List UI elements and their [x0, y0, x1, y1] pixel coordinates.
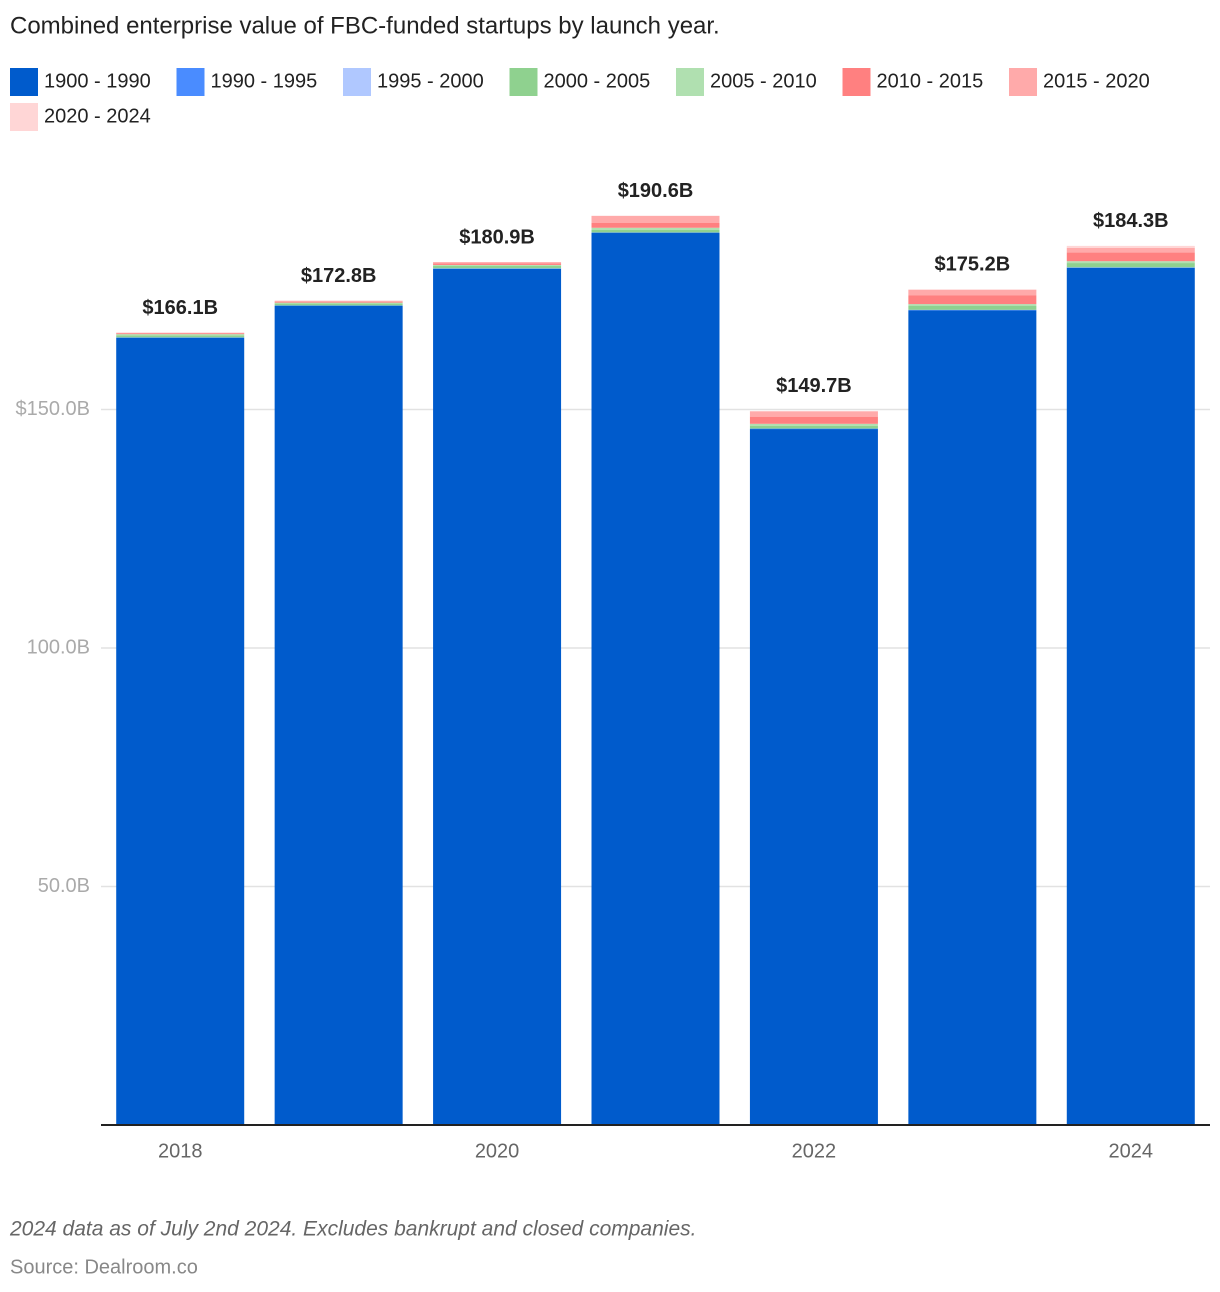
- legend-swatch: [1009, 68, 1037, 96]
- bar-segment: [591, 229, 720, 233]
- bar-segment: [274, 301, 403, 303]
- bar-segment: [116, 335, 245, 338]
- x-tick-label: 2024: [1109, 1140, 1154, 1162]
- chart-title: Combined enterprise value of FBC-funded …: [10, 12, 720, 39]
- bar-segment: [274, 303, 403, 306]
- legend-label: 1900 - 1990: [44, 70, 151, 92]
- legend-label: 2015 - 2020: [1043, 70, 1150, 92]
- bar-segment: [116, 333, 245, 335]
- total-label: $175.2B: [935, 254, 1011, 276]
- bar-segment: [274, 305, 403, 1126]
- bar-segment: [591, 215, 720, 223]
- y-tick-label: $150.0B: [15, 398, 90, 420]
- bar-segment: [591, 222, 720, 228]
- bar-segment: [908, 289, 1037, 296]
- y-tick-label: 50.0B: [38, 875, 90, 897]
- bar-segment: [749, 423, 878, 426]
- bar-segment: [908, 304, 1037, 306]
- bar-segment: [274, 300, 403, 302]
- total-label: $149.7B: [776, 375, 852, 397]
- bar-segment: [908, 310, 1037, 1125]
- legend-swatch: [676, 68, 704, 96]
- total-label: $190.6B: [618, 180, 694, 202]
- bar-segment: [591, 227, 720, 230]
- bar-segment: [116, 337, 245, 1125]
- legend-label: 1990 - 1995: [211, 70, 318, 92]
- bar-segment: [908, 295, 1037, 305]
- bar-segment: [116, 334, 245, 336]
- bar-segment: [433, 262, 562, 264]
- x-tick-label: 2022: [792, 1140, 837, 1162]
- x-tick-label: 2018: [158, 1140, 203, 1162]
- legend-swatch: [176, 68, 205, 96]
- legend-swatch: [509, 68, 538, 96]
- x-tick-label: 2020: [475, 1140, 520, 1162]
- bar-segment: [274, 302, 403, 304]
- bar-segment: [591, 233, 720, 1125]
- bar-segment: [908, 305, 1037, 310]
- bar-segment: [749, 416, 878, 424]
- bar-segment: [749, 429, 878, 1125]
- total-label: $172.8B: [301, 265, 377, 287]
- bar-segment: [749, 425, 878, 429]
- legend-label: 2010 - 2015: [877, 70, 984, 92]
- chart-note: 2024 data as of July 2nd 2024. Excludes …: [9, 1218, 696, 1241]
- legend-swatch: [343, 68, 371, 96]
- legend-label: 2020 - 2024: [44, 105, 151, 127]
- total-label: $166.1B: [142, 297, 218, 319]
- y-tick-label: 100.0B: [27, 636, 90, 658]
- bar-segment: [433, 268, 562, 1125]
- bar-segment: [433, 264, 562, 266]
- total-label: $180.9B: [459, 226, 535, 248]
- legend-swatch: [10, 68, 38, 96]
- total-label: $184.3B: [1093, 210, 1169, 232]
- legend-label: 2005 - 2010: [710, 70, 817, 92]
- legend-label: 1995 - 2000: [377, 70, 484, 92]
- bar-segment: [1066, 267, 1195, 1125]
- bar-segment: [433, 265, 562, 269]
- bar-segment: [433, 263, 562, 265]
- bar-segment: [1066, 252, 1195, 262]
- bar-segment: [1066, 245, 1195, 248]
- legend-swatch: [10, 103, 38, 131]
- legend-swatch: [842, 68, 871, 96]
- bar-segment: [749, 411, 878, 417]
- chart-source: Source: Dealroom.co: [10, 1256, 198, 1278]
- legend-label: 2000 - 2005: [544, 70, 651, 92]
- bar-segment: [1066, 247, 1195, 253]
- bar-segment: [1066, 261, 1195, 264]
- bar-segment: [1066, 263, 1195, 268]
